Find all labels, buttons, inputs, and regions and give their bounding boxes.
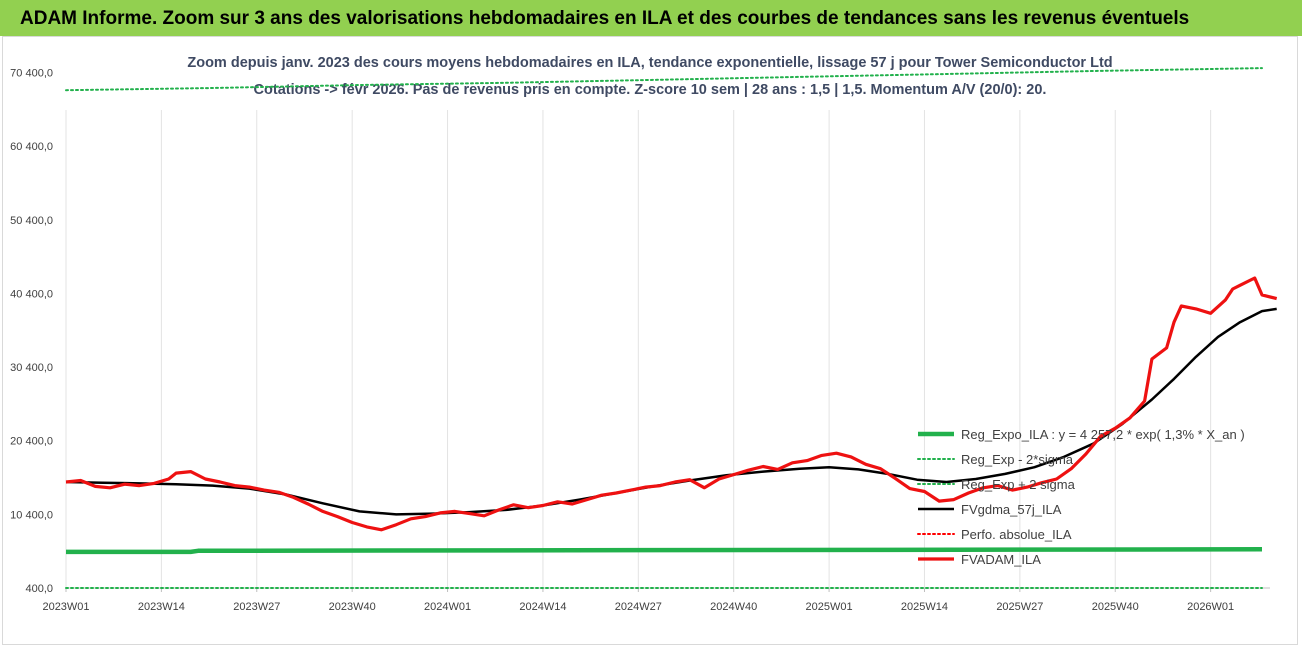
x-tick-label: 2024W14 [519,601,566,613]
y-tick-label: 400,0 [25,583,53,595]
y-axis-ticks: 400,0 10 400,0 20 400,0 30 400,0 40 400,0 50 … [10,68,53,595]
y-tick-label: 10 400,0 [10,509,53,521]
x-tick-label: 2025W27 [996,601,1043,613]
series-line-5 [65,276,1278,532]
x-tick-label: 2024W40 [710,601,757,613]
y-tick-label: 50 400,0 [10,215,53,227]
x-tick-label: 2026W01 [1187,601,1234,613]
x-tick-label: 2023W27 [233,601,280,613]
y-tick-label: 40 400,0 [10,288,53,300]
x-tick-label: 2025W40 [1092,601,1139,613]
gridlines [65,110,1270,589]
x-tick-label: 2023W14 [138,601,185,613]
legend-label: FVgdma_57j_ILA [961,502,1062,517]
x-tick-label: 2025W14 [901,601,948,613]
legend-label: Reg_Exp - 2*sigma [961,452,1074,467]
x-tick-label: 2023W40 [329,601,376,613]
series-line-2 [65,67,1263,92]
chart-title-line-1: Zoom depuis janv. 2023 des cours moyens … [187,55,1112,71]
report-banner: ADAM Informe. Zoom sur 3 ans des valoris… [0,0,1302,36]
legend-label: Reg_Exp + 2 sigma [961,477,1076,492]
x-tick-label: 2024W01 [424,601,471,613]
x-tick-label: 2024W27 [615,601,662,613]
series-lines [65,67,1278,589]
legend: Reg_Expo_ILA : y = 4 257,2 * exp( 1,3% *… [917,427,1245,567]
y-tick-label: 60 400,0 [10,141,53,153]
series-line-3 [65,307,1277,516]
legend-label: Reg_Expo_ILA : y = 4 257,2 * exp( 1,3% *… [961,427,1245,442]
x-axis-ticks: 2023W01 2023W14 2023W27 2023W40 2024W01 2024W… [42,588,1234,613]
y-tick-label: 70 400,0 [10,68,53,80]
y-tick-label: 20 400,0 [10,436,53,448]
chart-title-line-2: Cotations -> févr 2026. Pas de revenus p… [254,82,1047,98]
legend-label: Perfo. absolue_ILA [961,527,1072,542]
series-line-0 [66,547,1263,555]
y-tick-label: 30 400,0 [10,362,53,374]
x-tick-label: 2025W01 [806,601,853,613]
x-tick-label: 2023W01 [42,601,89,613]
report-title: ADAM Informe. Zoom sur 3 ans des valoris… [20,8,1190,29]
chart-area [2,36,1298,645]
legend-label: FVADAM_ILA [961,552,1041,567]
